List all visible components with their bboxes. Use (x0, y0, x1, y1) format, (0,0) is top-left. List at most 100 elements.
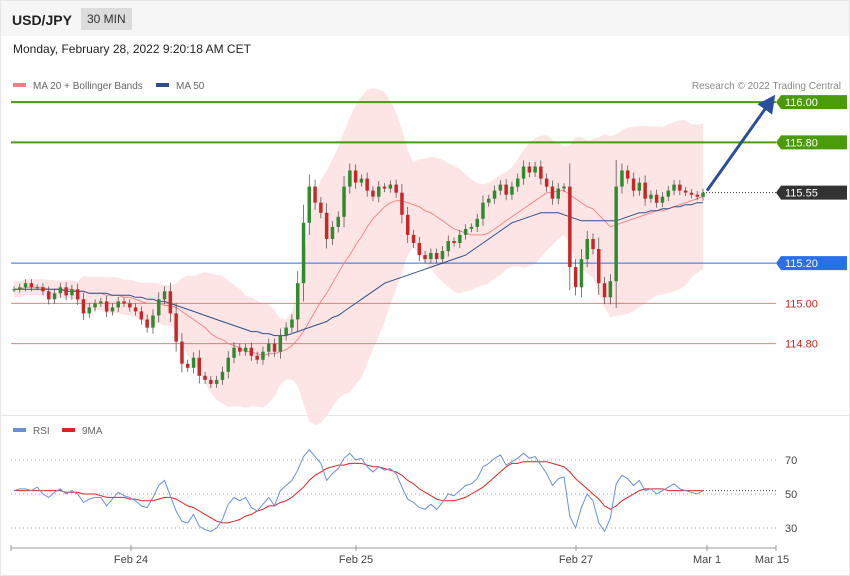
candle-body (620, 170, 624, 187)
candle-body (174, 313, 178, 342)
candle-body (330, 226, 335, 239)
candle-body (550, 186, 555, 199)
candle-body (18, 287, 22, 290)
candle-body (695, 194, 699, 197)
candle-body (521, 166, 526, 179)
candle-body (319, 202, 323, 213)
candle-body (463, 228, 468, 235)
candle-body (81, 299, 86, 314)
rsi-swatch (13, 428, 26, 433)
candle-body (307, 186, 311, 223)
legend-rsi-ma-label: 9MA (82, 426, 103, 437)
price-tag-bg (776, 135, 847, 150)
candle-body (654, 194, 659, 203)
candle-body (417, 243, 422, 256)
candle-body (191, 357, 196, 368)
candle-body (597, 249, 601, 284)
candle-body (110, 307, 115, 312)
legend-rsi: RSI (13, 426, 50, 437)
rsi-tick-label: 50 (785, 489, 797, 501)
price-tag-label: 115.00 (785, 298, 818, 310)
candle-body (701, 192, 705, 197)
price-tag-bg (776, 256, 847, 271)
candle-body (104, 301, 109, 312)
candle-body (157, 299, 161, 316)
candle-body (585, 239, 589, 260)
legend-ma50: MA 50 (156, 81, 204, 92)
candle-body (614, 186, 618, 282)
candle-body (458, 234, 462, 243)
candle-body (23, 283, 28, 288)
candle-body (371, 190, 375, 197)
price-tag-label: 115.80 (785, 137, 818, 149)
candle-body (93, 303, 97, 308)
panel-separator (1, 415, 849, 416)
candle-body (678, 184, 682, 191)
rsi-tick-label: 70 (785, 455, 797, 467)
price-tag-label: 114.80 (785, 339, 818, 351)
candle-body (440, 251, 445, 260)
candle-body (643, 182, 647, 199)
price-tag-115.00: 115.00 (785, 298, 818, 310)
candle-body (87, 307, 91, 314)
candle-body (76, 289, 80, 300)
candle-body (689, 192, 694, 195)
candle-body (186, 363, 190, 368)
candle-body (672, 184, 676, 191)
chart-header: USD/JPY 30 MIN (1, 1, 849, 36)
candle-body (226, 357, 230, 372)
candle-body (602, 283, 607, 298)
candle-body (151, 315, 155, 328)
legend-rsi-ma: 9MA (62, 426, 103, 437)
bollinger-bands (14, 88, 703, 426)
candle-body (296, 283, 300, 320)
candle-body (243, 347, 248, 352)
candle-body (52, 293, 57, 300)
candle-body (429, 253, 433, 259)
candle-body (475, 218, 479, 227)
candle-body (400, 192, 404, 215)
ma50-swatch (156, 83, 169, 88)
timeframe-button[interactable]: 30 MIN (81, 8, 132, 30)
candle-body (423, 255, 427, 260)
legend-rsi-label: RSI (33, 426, 50, 437)
candle-body (348, 170, 352, 187)
candle-body (394, 184, 398, 193)
candle-body (411, 234, 416, 243)
candle-body (209, 379, 213, 384)
candle-body (359, 178, 364, 183)
candle-body (249, 347, 254, 356)
candle-body (197, 357, 201, 376)
price-tag-116.00: 116.00 (776, 95, 847, 110)
candle-body (261, 351, 265, 360)
candle-body (434, 253, 439, 259)
price-tag-115.80: 115.80 (776, 135, 847, 150)
candle-body (128, 303, 132, 308)
candle-body (58, 287, 63, 294)
candle-body (203, 375, 207, 380)
candle-body (64, 287, 68, 296)
x-tick-label: Mar 15 (755, 554, 789, 566)
candle-body (666, 190, 670, 197)
candle-body (683, 190, 688, 193)
candle-body (649, 194, 653, 199)
candle-body (145, 319, 149, 328)
candle-body (133, 307, 138, 312)
candle-body (469, 226, 474, 229)
candle-body (406, 214, 410, 235)
research-credit: Research © 2022 Trading Central (691, 81, 841, 92)
candle-body (377, 186, 381, 197)
candle-body (168, 291, 173, 314)
candle-body (272, 343, 277, 352)
candle-body (573, 267, 578, 288)
price-tag-115.20: 115.20 (776, 256, 847, 271)
projection-arrow (705, 94, 776, 192)
candle-body (12, 289, 16, 291)
x-tick-label: Feb 24 (114, 554, 148, 566)
candle-body (637, 182, 642, 191)
candle-body (504, 184, 508, 195)
chart-datetime: Monday, February 28, 2022 9:20:18 AM CET (13, 42, 251, 56)
candle-body (388, 184, 393, 189)
legend-ma50-label: MA 50 (176, 81, 205, 92)
